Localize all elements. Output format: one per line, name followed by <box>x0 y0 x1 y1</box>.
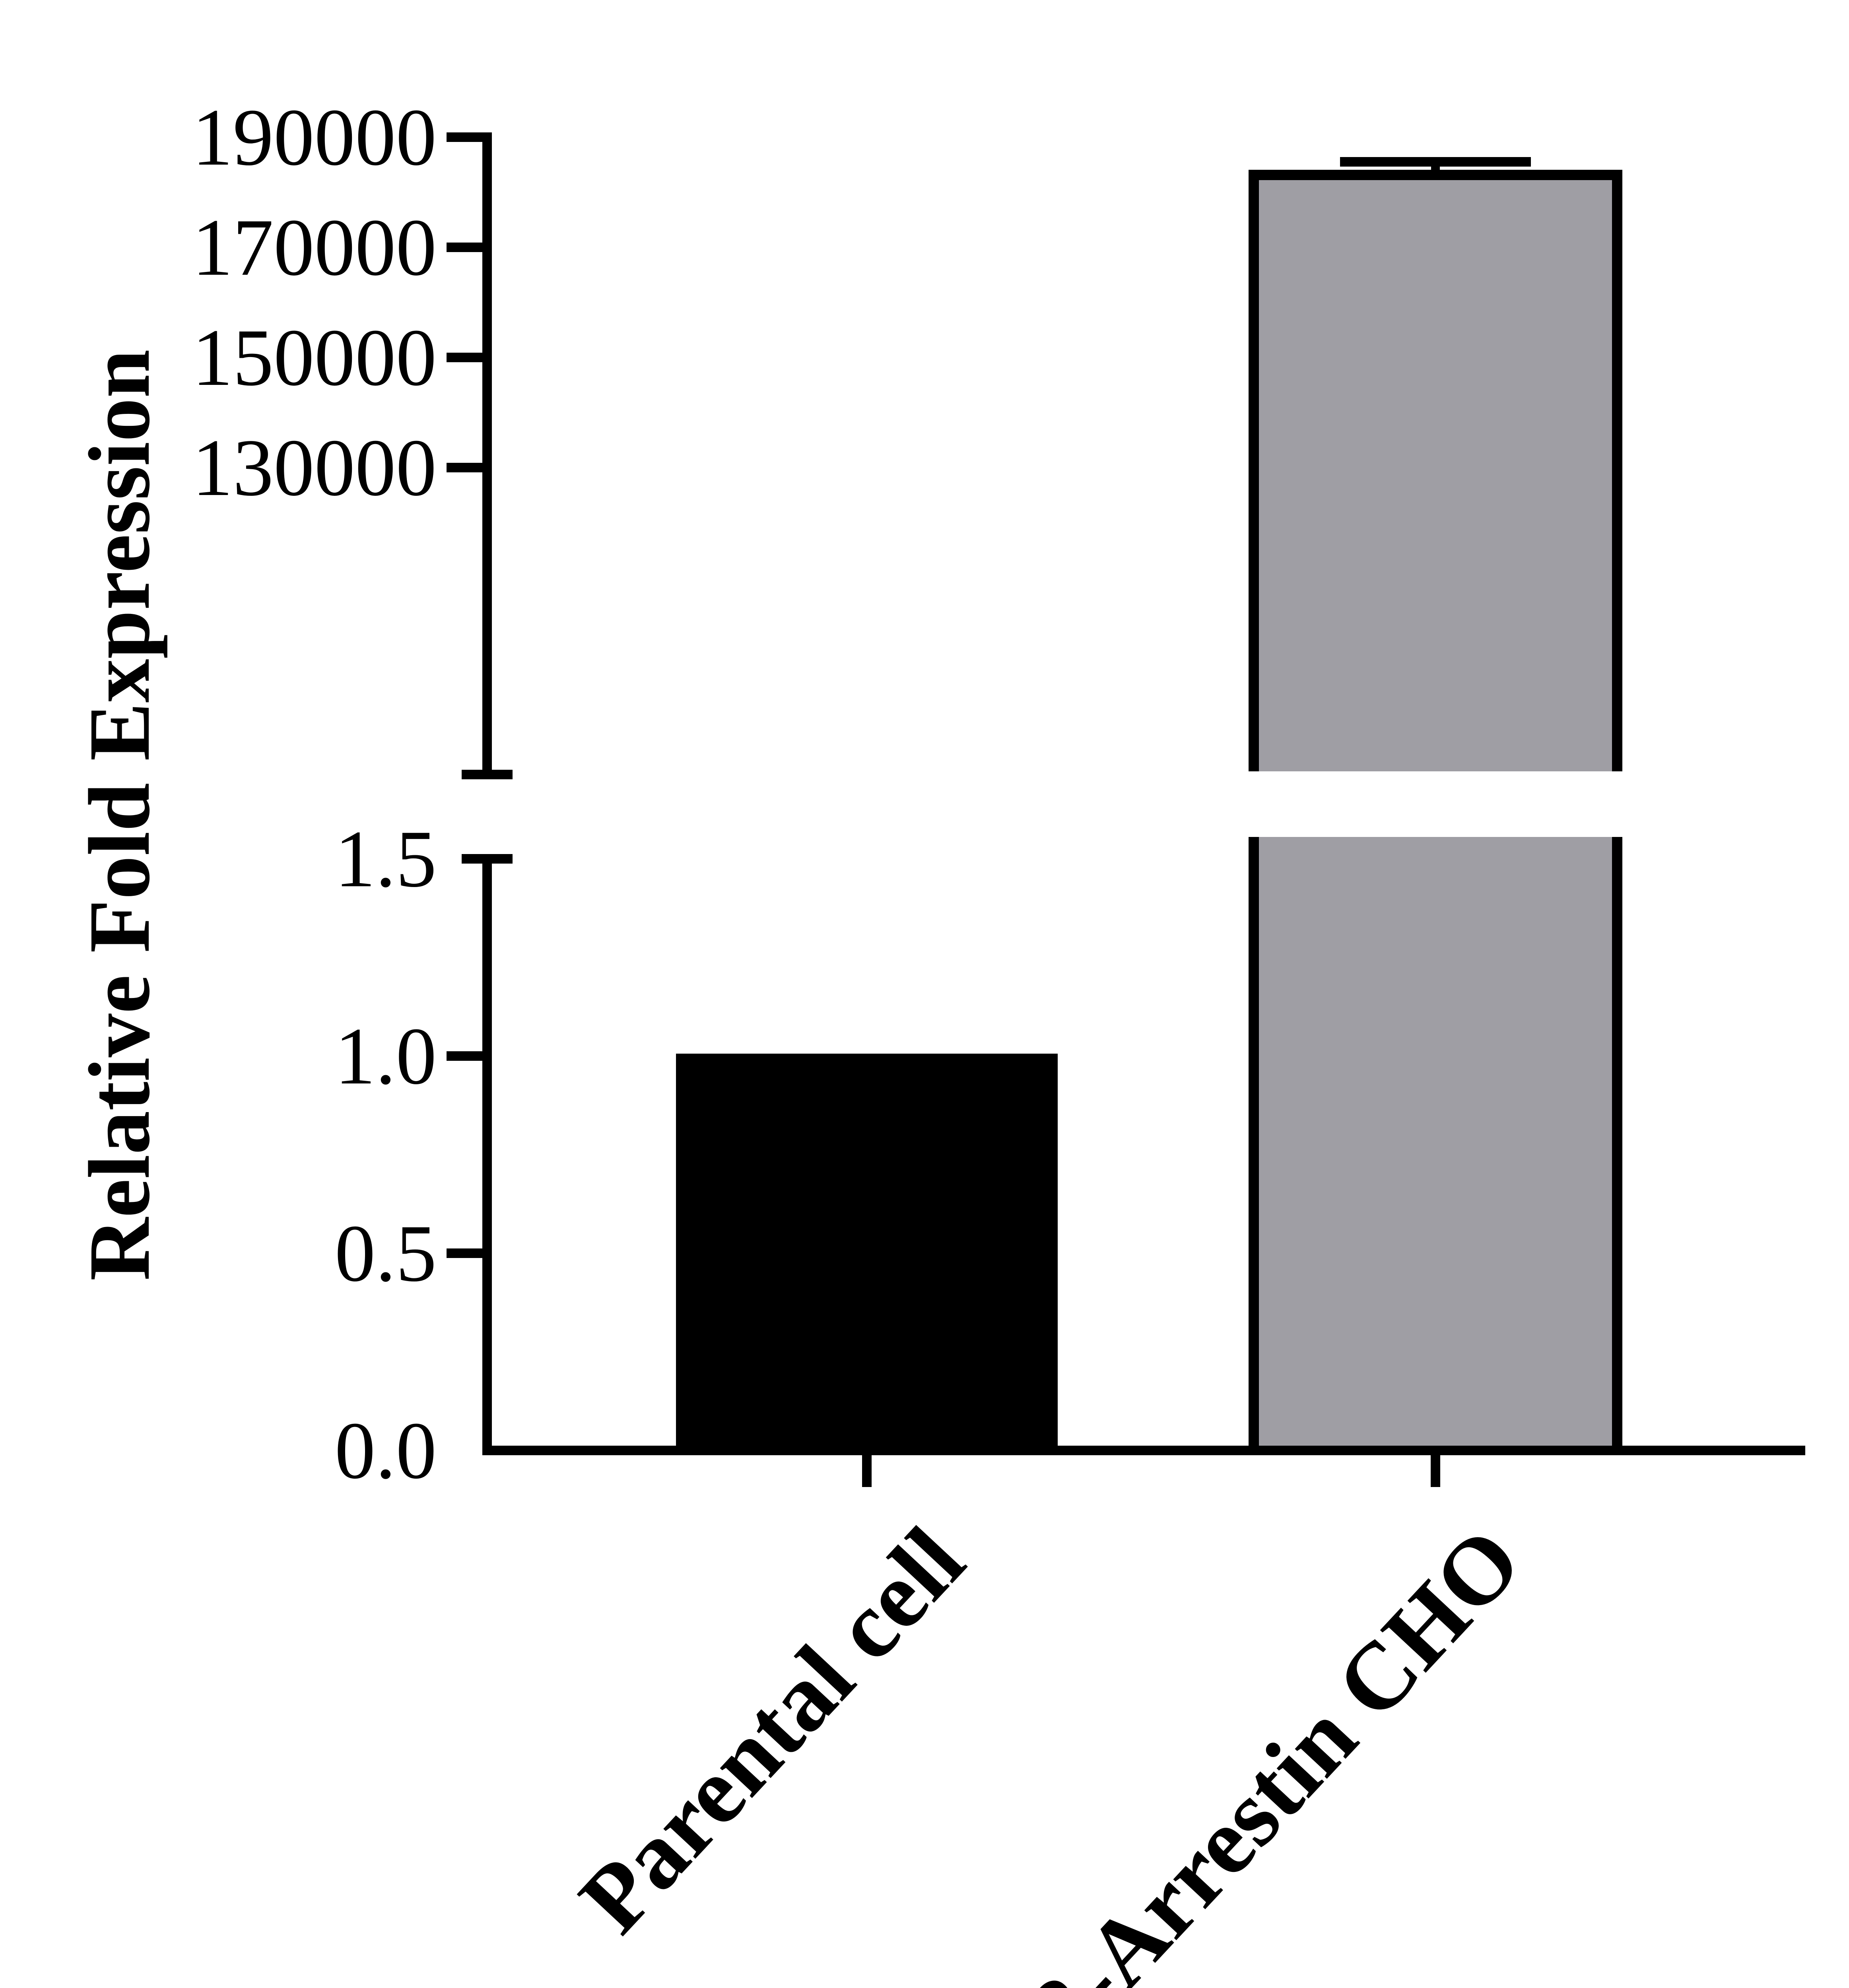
y-tick-label: 0.0 <box>334 1406 437 1496</box>
axis-break-cap-lower <box>462 854 513 864</box>
bar-parental-cell <box>676 1054 1058 1446</box>
y-tick-170000 <box>447 243 482 252</box>
y-tick-label: 1.5 <box>334 814 437 904</box>
error-bar-cap <box>1340 157 1531 167</box>
x-tick-parental-cell <box>862 1455 872 1487</box>
y-tick-label: 1.0 <box>334 1011 437 1101</box>
y-tick-label: 170000 <box>192 202 437 293</box>
y-tick-130000 <box>447 463 482 472</box>
bar-nk3r-lower-segment <box>1249 837 1622 1446</box>
x-tick-nk3r <box>1431 1455 1440 1487</box>
y-tick-label: 150000 <box>192 313 437 403</box>
y-tick-190000 <box>447 132 482 142</box>
bar-nk3r-upper-segment <box>1249 170 1622 771</box>
x-axis-line <box>482 1446 1805 1455</box>
y-axis-line-upper-segment <box>482 132 492 779</box>
y-tick-0.5 <box>447 1248 482 1258</box>
y-tick-label: 130000 <box>192 423 437 513</box>
y-tick-150000 <box>447 353 482 362</box>
y-tick-label: 0.5 <box>334 1208 437 1299</box>
y-axis-line-lower-segment <box>482 854 492 1455</box>
y-tick-label: 190000 <box>192 92 437 182</box>
y-tick-1.0 <box>447 1051 482 1061</box>
axis-break-cap-upper <box>462 770 513 779</box>
x-category-label-parental-cell: Parental cell <box>559 1507 985 1952</box>
